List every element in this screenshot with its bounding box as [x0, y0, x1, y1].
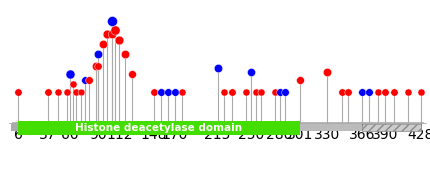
Bar — [300, 124, 362, 131]
Text: Histone deacetylase domain: Histone deacetylase domain — [75, 123, 243, 133]
Point — [381, 91, 388, 94]
Point — [104, 32, 111, 35]
Point — [257, 91, 264, 94]
Point — [282, 91, 289, 94]
Point — [95, 52, 102, 55]
Bar — [10, 124, 20, 131]
Point — [158, 91, 165, 94]
Point — [63, 91, 70, 94]
Point — [276, 91, 283, 94]
Point — [404, 91, 411, 94]
Point — [324, 71, 331, 74]
Point — [93, 65, 100, 68]
Point — [66, 73, 73, 76]
Point — [108, 32, 115, 35]
Point — [128, 73, 135, 76]
Point — [82, 79, 89, 82]
Point — [179, 91, 186, 94]
Point — [391, 91, 398, 94]
Point — [15, 91, 22, 94]
Point — [366, 91, 373, 94]
Point — [271, 91, 278, 94]
Point — [296, 79, 303, 82]
Point — [252, 91, 259, 94]
Point — [375, 91, 381, 94]
Point — [150, 91, 157, 94]
Point — [108, 20, 115, 23]
Point — [112, 28, 119, 31]
Point — [116, 38, 123, 41]
Point — [44, 91, 51, 94]
Point — [228, 91, 235, 94]
Bar — [362, 124, 421, 131]
Point — [345, 91, 352, 94]
Point — [243, 91, 250, 94]
Point — [171, 91, 178, 94]
Bar — [18, 121, 300, 135]
Point — [69, 83, 76, 86]
Point — [214, 67, 221, 70]
Point — [338, 91, 345, 94]
Point — [55, 91, 61, 94]
Point — [85, 79, 92, 82]
Point — [418, 91, 424, 94]
Point — [100, 42, 107, 45]
Point — [73, 91, 80, 94]
Point — [95, 65, 102, 68]
Point — [358, 91, 365, 94]
Point — [78, 91, 85, 94]
Point — [165, 91, 172, 94]
Point — [248, 71, 255, 74]
Point — [221, 91, 228, 94]
Point — [122, 52, 129, 55]
